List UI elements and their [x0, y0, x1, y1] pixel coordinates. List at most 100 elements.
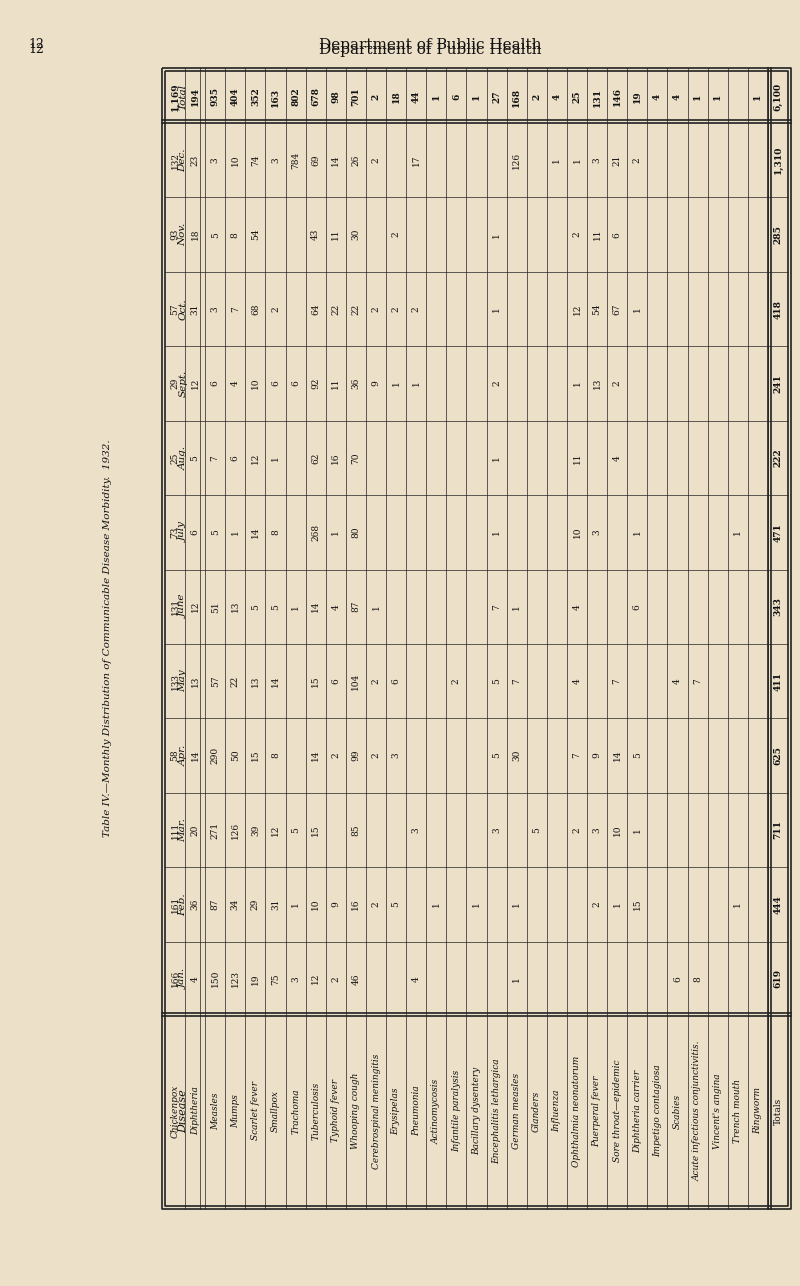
Text: 3: 3 — [210, 157, 220, 163]
Text: 12: 12 — [28, 42, 44, 57]
Text: 5: 5 — [210, 231, 220, 238]
Text: 2: 2 — [593, 901, 602, 907]
Text: 99: 99 — [351, 750, 361, 761]
Text: Disease: Disease — [178, 1089, 188, 1133]
Text: 9: 9 — [371, 381, 381, 386]
Text: 5: 5 — [633, 752, 642, 759]
Text: 1: 1 — [552, 157, 562, 163]
Text: 29: 29 — [251, 899, 260, 910]
Text: 58: 58 — [170, 750, 179, 761]
Text: 4: 4 — [673, 678, 682, 684]
Text: 4: 4 — [653, 94, 662, 100]
Text: 4: 4 — [231, 381, 240, 386]
Text: 4: 4 — [613, 455, 622, 460]
Text: 2: 2 — [633, 157, 642, 163]
Text: 123: 123 — [231, 971, 240, 988]
Text: 27: 27 — [492, 91, 501, 103]
Text: 12: 12 — [190, 378, 200, 390]
Text: 3: 3 — [210, 306, 220, 311]
Text: Bacillary dysentery: Bacillary dysentery — [472, 1067, 481, 1155]
Text: 6: 6 — [392, 678, 401, 684]
Text: 2: 2 — [371, 157, 381, 163]
Text: 1: 1 — [633, 827, 642, 833]
Text: 4: 4 — [573, 604, 582, 610]
Text: 1,310: 1,310 — [774, 147, 782, 175]
Text: 15: 15 — [311, 675, 320, 687]
Text: Nov.: Nov. — [178, 222, 187, 246]
Text: 5: 5 — [271, 603, 280, 610]
Text: Glanders: Glanders — [532, 1091, 542, 1132]
Text: 11: 11 — [593, 229, 602, 240]
Text: 36: 36 — [190, 899, 200, 910]
Text: 87: 87 — [210, 899, 220, 910]
Text: 14: 14 — [311, 601, 320, 612]
Text: Puerperal fever: Puerperal fever — [593, 1075, 602, 1147]
Text: 1: 1 — [512, 604, 521, 610]
Text: 18: 18 — [392, 90, 401, 103]
Text: 21: 21 — [613, 154, 622, 166]
Text: 166: 166 — [170, 970, 179, 988]
Text: 6: 6 — [613, 231, 622, 238]
Text: 4: 4 — [412, 976, 421, 981]
Text: 12: 12 — [311, 974, 320, 985]
Text: 241: 241 — [774, 374, 782, 394]
Text: 16: 16 — [351, 899, 361, 910]
Text: 80: 80 — [351, 526, 361, 538]
Text: 1,169: 1,169 — [170, 82, 179, 112]
Text: 5: 5 — [532, 827, 542, 833]
Text: 5: 5 — [392, 901, 401, 908]
Text: 12: 12 — [28, 39, 44, 51]
Text: 12: 12 — [251, 453, 260, 463]
Text: 802: 802 — [291, 87, 300, 107]
Text: Acute infectious conjunctivitis.: Acute infectious conjunctivitis. — [693, 1040, 702, 1182]
Text: 7: 7 — [573, 752, 582, 759]
Text: 4: 4 — [552, 94, 562, 100]
Text: 411: 411 — [774, 671, 782, 691]
Text: 64: 64 — [311, 303, 320, 315]
Text: 1: 1 — [734, 530, 742, 535]
Text: 31: 31 — [271, 899, 280, 910]
Text: 1: 1 — [472, 901, 481, 907]
Text: 1: 1 — [432, 94, 441, 100]
Text: Influenza: Influenza — [552, 1089, 562, 1132]
Text: 2: 2 — [412, 306, 421, 311]
Text: 6: 6 — [271, 381, 280, 386]
Text: 2: 2 — [573, 827, 582, 833]
Text: 16: 16 — [331, 453, 340, 464]
Text: 1: 1 — [573, 157, 582, 163]
Text: 104: 104 — [351, 673, 361, 689]
Text: 26: 26 — [351, 154, 361, 166]
Text: 1: 1 — [412, 381, 421, 386]
Text: 4: 4 — [331, 604, 340, 610]
Text: 111: 111 — [170, 822, 179, 838]
Text: 1: 1 — [693, 94, 702, 100]
Text: 54: 54 — [593, 303, 602, 315]
Text: 57: 57 — [170, 303, 179, 315]
Text: 1: 1 — [633, 306, 642, 312]
Text: 14: 14 — [271, 675, 280, 687]
Text: 5: 5 — [492, 752, 501, 759]
Text: Dec.: Dec. — [178, 148, 187, 172]
Text: 93: 93 — [170, 229, 179, 240]
Text: 444: 444 — [774, 895, 782, 914]
Text: 7: 7 — [693, 678, 702, 684]
Text: 1: 1 — [492, 455, 501, 460]
Text: Impetigo contagiosa: Impetigo contagiosa — [653, 1065, 662, 1157]
Text: 3: 3 — [392, 752, 401, 759]
Text: 290: 290 — [210, 747, 220, 764]
Text: 17: 17 — [412, 154, 421, 166]
Text: 1: 1 — [271, 455, 280, 460]
Text: 935: 935 — [210, 87, 220, 107]
Text: 12: 12 — [573, 303, 582, 315]
Text: 10: 10 — [613, 824, 622, 836]
Text: 14: 14 — [613, 750, 622, 761]
Text: Pneumonia: Pneumonia — [412, 1085, 421, 1137]
Text: 1: 1 — [492, 530, 501, 535]
Text: 418: 418 — [774, 300, 782, 319]
Text: 8: 8 — [693, 976, 702, 981]
Text: 471: 471 — [774, 523, 782, 541]
Text: 13: 13 — [231, 601, 240, 612]
Text: 268: 268 — [311, 523, 320, 541]
Text: 678: 678 — [311, 87, 320, 107]
Text: 625: 625 — [774, 746, 782, 765]
